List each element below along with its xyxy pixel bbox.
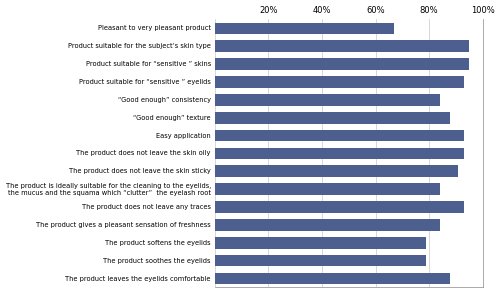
Bar bbox=[215, 201, 464, 213]
Bar bbox=[215, 166, 458, 177]
Bar bbox=[215, 94, 440, 106]
Bar bbox=[215, 273, 450, 284]
Bar bbox=[215, 130, 464, 141]
Bar bbox=[215, 58, 469, 70]
Bar bbox=[215, 40, 469, 52]
Bar bbox=[215, 183, 440, 195]
Bar bbox=[215, 76, 464, 88]
Bar bbox=[215, 255, 426, 266]
Bar bbox=[215, 112, 450, 124]
Bar bbox=[215, 219, 440, 231]
Bar bbox=[215, 23, 394, 34]
Bar bbox=[215, 148, 464, 159]
Bar bbox=[215, 237, 426, 248]
